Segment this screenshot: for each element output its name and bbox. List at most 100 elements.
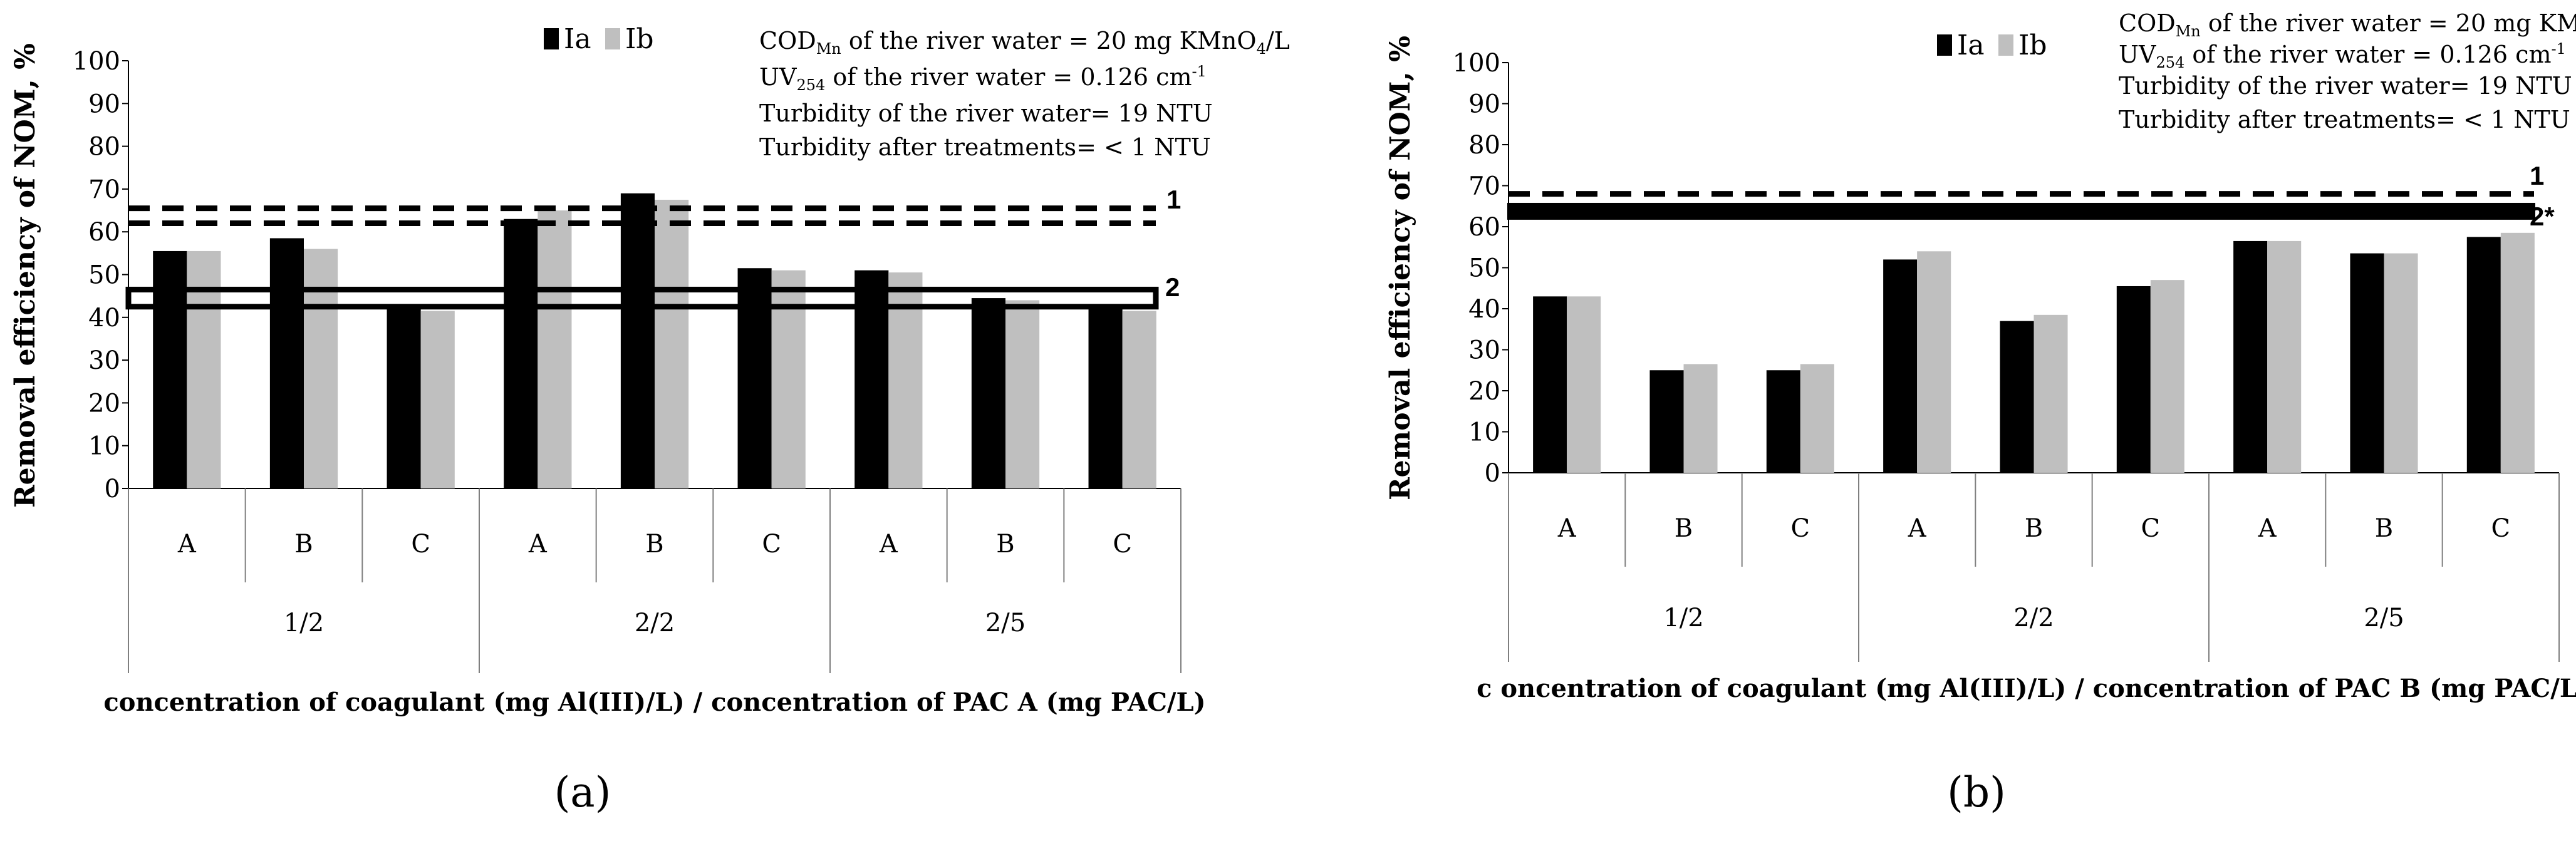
bar-ia <box>971 298 1005 488</box>
x-group-label: 2/2 <box>635 609 675 637</box>
legend-label: Ia <box>564 23 591 55</box>
bar-ia <box>2466 237 2501 473</box>
x-axis-title: concentration of coagulant (mg Al(III)/L… <box>103 688 1205 717</box>
y-tick-label: 10 <box>88 432 120 461</box>
bar-ia <box>504 219 538 488</box>
bar-ib <box>1122 311 1156 488</box>
y-tick-label: 60 <box>88 218 120 247</box>
legend-swatch-ia <box>544 28 559 49</box>
bar-ib <box>655 199 689 488</box>
bar-ia <box>620 193 655 488</box>
bar-ib <box>187 250 221 488</box>
y-tick-label: 80 <box>1468 131 1500 160</box>
y-tick-label: 70 <box>88 175 120 204</box>
chart-panel-b: 0 10 20 30 40 50 60 70 80 90 100 A B C A B C A B C 1/2 2/2 2/5… <box>1384 9 2576 817</box>
x-category-label: B <box>996 530 1014 559</box>
bar-ia <box>1883 259 1918 473</box>
x-category-label: A <box>528 530 548 559</box>
x-category-label: B <box>294 530 313 559</box>
annotation-block: CODMn of the river water = 20 mg KMnO4/L… <box>759 27 1290 161</box>
bar-ib <box>771 270 806 488</box>
y-tick-label: 90 <box>88 90 120 118</box>
y-tick-label: 40 <box>88 304 120 333</box>
bar-ib <box>2150 280 2184 473</box>
bar-ia <box>2116 286 2151 473</box>
bar-ia <box>2350 253 2384 473</box>
bar-ib <box>2033 314 2068 473</box>
reference-band-2* <box>1507 202 2535 220</box>
x-category-label: B <box>645 530 663 559</box>
bar-ib <box>1683 364 1718 473</box>
annotation-line: CODMn of the river water = 20 mg KMnO4/L <box>759 27 1290 58</box>
y-tick-label: 80 <box>88 133 120 162</box>
legend-label: Ib <box>2018 29 2047 61</box>
x-category-label: A <box>2258 514 2277 543</box>
bar-ia <box>2000 321 2034 473</box>
x-group-label: 2/2 <box>2013 604 2054 632</box>
y-tick-label: 90 <box>1468 90 1500 119</box>
y-axis-title: Removal efficiency of NOM, % <box>1384 36 1416 500</box>
bar-ib <box>420 311 455 488</box>
bar-ib <box>1800 364 1834 473</box>
x-category-label: C <box>1791 514 1810 543</box>
x-category-label: C <box>762 530 781 559</box>
legend-swatch-ia <box>1937 34 1952 56</box>
x-group-label: 1/2 <box>284 609 324 637</box>
bar-ia <box>387 309 421 488</box>
bar-ia <box>737 268 772 488</box>
y-tick-label: 60 <box>1468 213 1500 242</box>
x-category-label: A <box>1908 514 1927 543</box>
bar-ib <box>1917 251 1951 473</box>
legend: Ia Ib <box>544 23 654 55</box>
chart-panel-a: 0 10 20 30 40 50 60 70 80 90 100 A B C A B C A B C 1/2 2/2 2/5… <box>9 23 1290 817</box>
x-category-label: B <box>1675 514 1693 543</box>
legend-label: Ia <box>1957 29 1985 61</box>
x-category-label: B <box>2025 514 2043 543</box>
bar-ia <box>1649 370 1684 473</box>
reference-label: 2 <box>1165 272 1180 302</box>
reference-label: 2* <box>2530 202 2555 231</box>
y-tick-label: 0 <box>105 475 120 503</box>
annotation-line: Turbidity after treatments= < 1 NTU <box>759 133 1211 161</box>
y-axis-title: Removal efficiency of NOM, % <box>9 43 41 508</box>
x-category-label: A <box>177 530 197 559</box>
y-tick-label: 20 <box>88 389 120 418</box>
reference-band-2 <box>125 286 1159 310</box>
y-tick-label: 40 <box>1468 295 1500 324</box>
bar-ib <box>2500 232 2535 473</box>
x-category-label: C <box>1113 530 1132 559</box>
bar-ia <box>2233 240 2268 473</box>
y-tick-label: 30 <box>1468 336 1500 365</box>
x-category-label: A <box>879 530 898 559</box>
bar-ib <box>304 249 338 488</box>
y-tick-label: 0 <box>1485 459 1500 488</box>
bar-ia <box>153 250 187 488</box>
y-tick-label: 30 <box>88 346 120 375</box>
y-tick-label: 100 <box>1453 49 1500 78</box>
x-category-label: B <box>2375 514 2393 543</box>
reference-label: 1 <box>1166 185 1181 214</box>
y-tick-label: 100 <box>73 47 120 76</box>
bar-ib <box>538 210 572 488</box>
annotation-line: Turbidity of the river water= 19 NTU <box>2119 72 2572 100</box>
annotation-line: Turbidity of the river water= 19 NTU <box>759 100 1213 127</box>
panel-label: (a) <box>554 768 611 817</box>
annotation-line: Turbidity after treatments= < 1 NTU <box>2119 106 2570 133</box>
y-tick-label: 10 <box>1468 418 1500 447</box>
annotation-line: UV254 of the river water = 0.126 cm-1 <box>759 63 1207 94</box>
annotation-line: CODMn of the river water = 20 mg KMnO4/L <box>2119 9 2576 40</box>
legend-swatch-ib <box>605 28 620 49</box>
legend: Ia Ib <box>1937 29 2047 61</box>
bar-ib <box>1005 300 1040 488</box>
y-tick-label: 50 <box>88 261 120 290</box>
x-group-label: 2/5 <box>2364 604 2404 632</box>
legend-label: Ib <box>625 23 654 55</box>
legend-swatch-ib <box>1998 34 2013 56</box>
x-category-label: A <box>1557 514 1577 543</box>
x-category-label: C <box>2141 514 2161 543</box>
x-group-label: 1/2 <box>1663 604 1703 632</box>
bar-ia <box>269 238 304 488</box>
y-tick-label: 70 <box>1468 172 1500 201</box>
x-axis-title: c oncentration of coagulant (mg Al(III)/… <box>1477 674 2576 703</box>
